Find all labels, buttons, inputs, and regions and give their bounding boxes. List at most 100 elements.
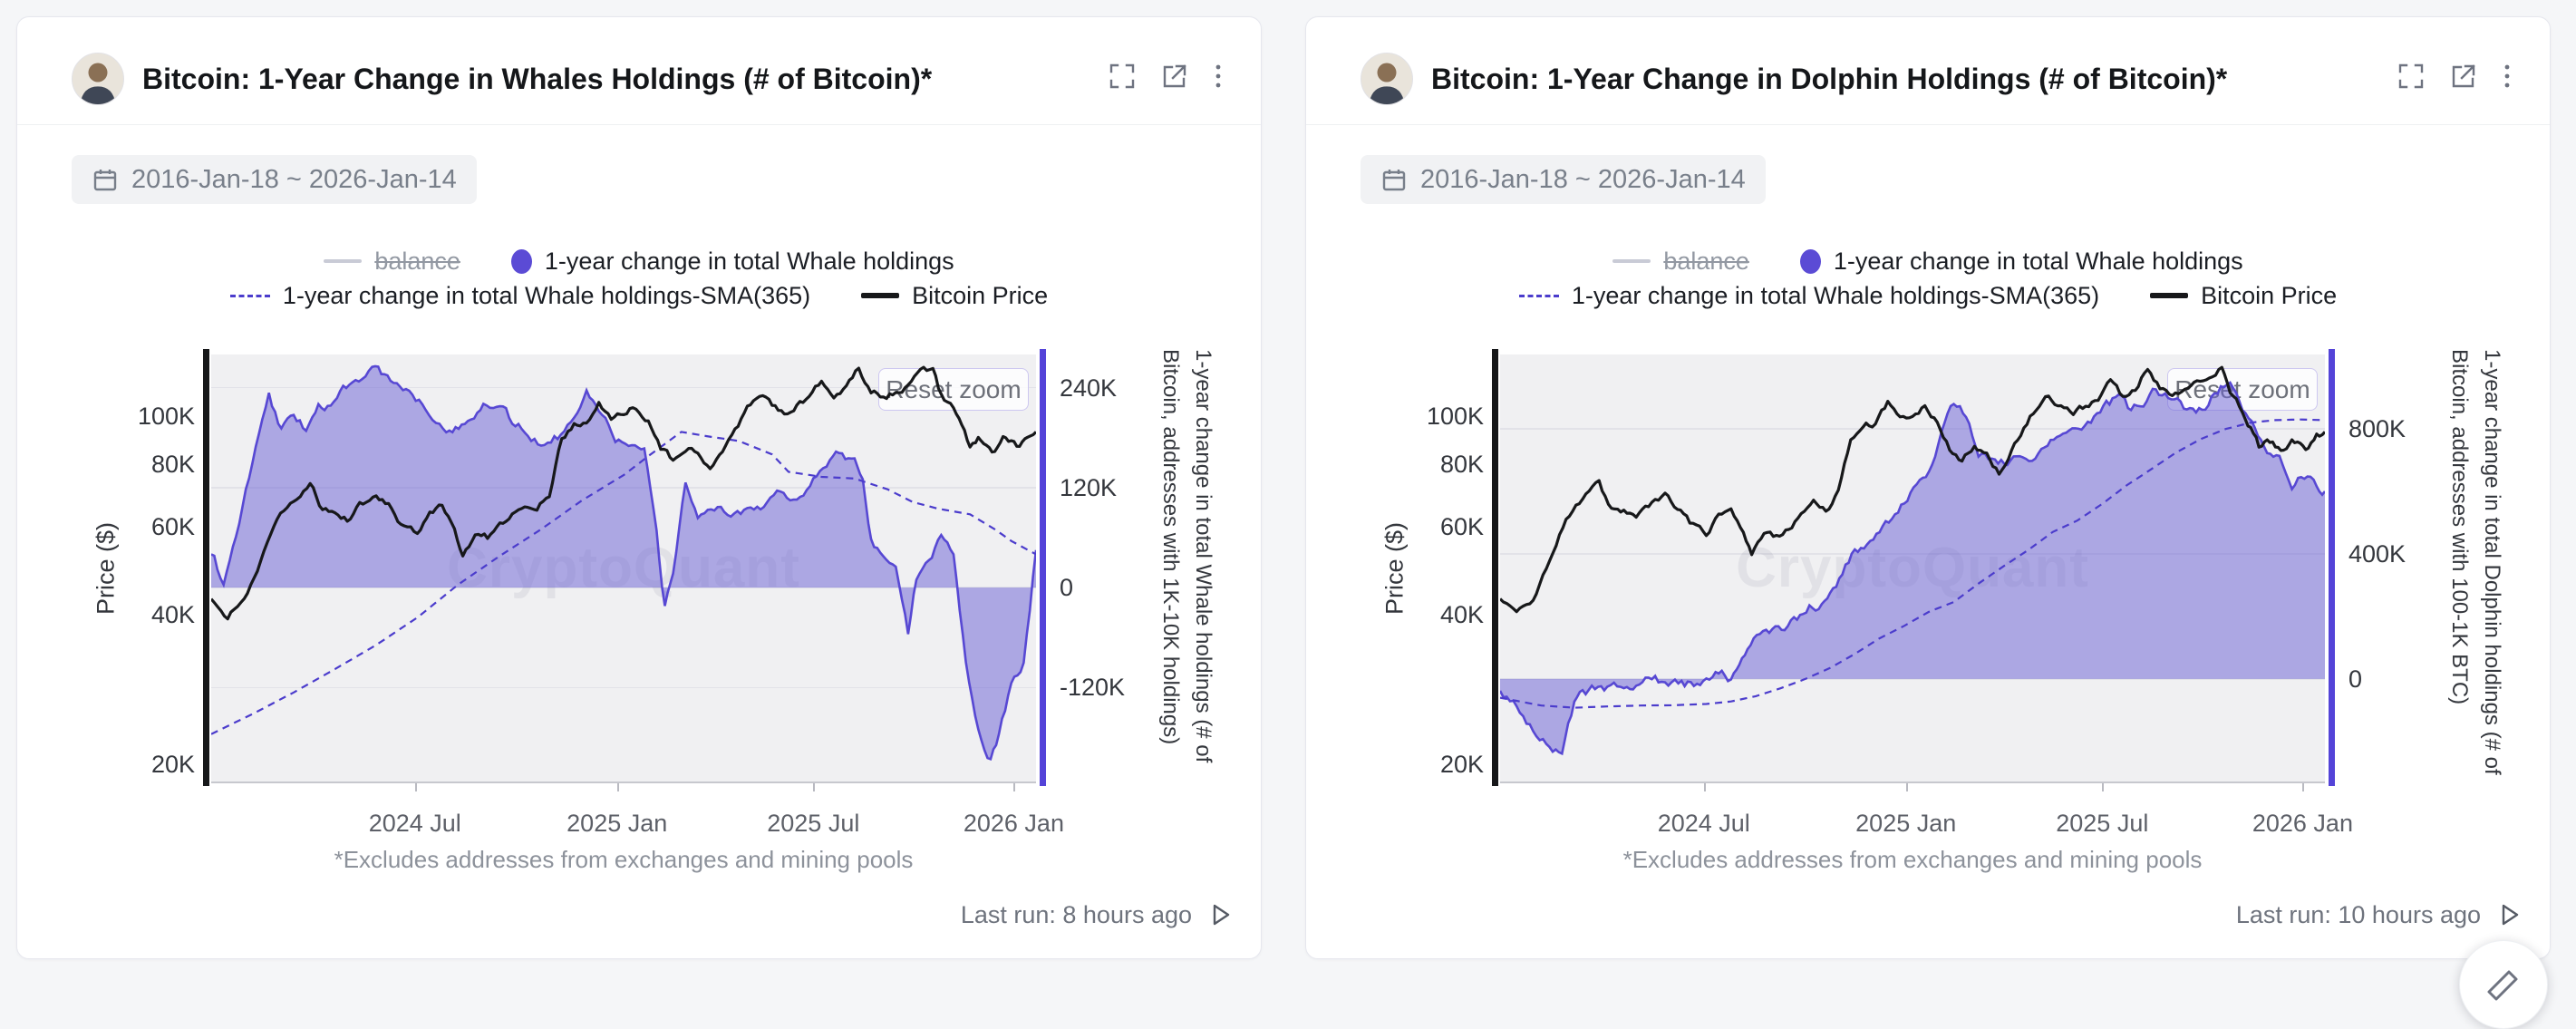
- right-axis-tick: 120K: [1060, 473, 1118, 501]
- avatar[interactable]: [72, 53, 124, 105]
- holdings-line: [1500, 381, 2325, 756]
- legend-item-1[interactable]: 1-year change in total Whale holdings: [1799, 247, 2243, 276]
- watermark: CryptoQuant: [447, 537, 800, 599]
- date-range-chip[interactable]: 2016-Jan-18 ~ 2026-Jan-14: [72, 155, 477, 204]
- gridline: [1500, 428, 2325, 430]
- x-axis-tick: 2026 Jan: [2252, 810, 2353, 837]
- more-options-button[interactable]: [1208, 57, 1228, 95]
- x-axis-line: [1500, 781, 2325, 783]
- plot-area[interactable]: CryptoQuant Reset zoom: [1500, 354, 2325, 781]
- legend-label: balance: [374, 247, 460, 275]
- calendar-icon: [1382, 170, 1406, 191]
- legend-label: 1-year change in total Whale holdings-SM…: [1571, 281, 2100, 309]
- price-axis-tick: 80K: [1439, 451, 1484, 479]
- fullscreen-icon: [2398, 63, 2424, 89]
- legend-row-2: 1-year change in total Whale holdings-SM…: [17, 279, 1261, 312]
- legend-row-1: balance 1-year change in total Whale hold…: [17, 245, 1261, 277]
- legend-swatch: [2150, 293, 2189, 298]
- x-axis-tick: 2025 Jul: [2056, 810, 2149, 837]
- x-axis-tick: 2024 Jul: [368, 810, 461, 837]
- value-axis-title: 1-year change in total Dolphin holdings …: [2447, 349, 2504, 775]
- run-button[interactable]: [1206, 901, 1234, 928]
- last-run-text: Last run: 8 hours ago: [960, 900, 1192, 928]
- watermark: CryptoQuant: [1736, 537, 2089, 599]
- x-axis-tickmark: [1013, 783, 1016, 791]
- legend-label: balance: [1663, 247, 1749, 275]
- legend-swatch: [1518, 294, 1559, 297]
- gridline: [211, 587, 1036, 588]
- date-range-chip[interactable]: 2016-Jan-18 ~ 2026-Jan-14: [1361, 155, 1766, 204]
- legend-item-3[interactable]: Bitcoin Price: [861, 282, 1048, 310]
- x-axis-tick: 2026 Jan: [963, 810, 1064, 837]
- legend-swatch: [324, 259, 363, 263]
- legend-item-1[interactable]: 1-year change in total Whale holdings: [510, 247, 954, 276]
- right-axis-tick: 800K: [2348, 415, 2407, 443]
- reset-zoom-button[interactable]: Reset zoom: [2167, 368, 2318, 411]
- open-in-new-button[interactable]: [2445, 57, 2483, 95]
- right-axis-tick: 400K: [2348, 539, 2407, 568]
- reset-zoom-button[interactable]: Reset zoom: [878, 368, 1029, 411]
- last-run: Last run: 8 hours ago: [961, 898, 1234, 931]
- price-axis-tick: 40K: [1439, 600, 1484, 628]
- legend-item-2[interactable]: 1-year change in total Whale holdings-SM…: [1518, 281, 2100, 310]
- legend-item-2[interactable]: 1-year change in total Whale holdings-SM…: [229, 281, 811, 310]
- holdings-area-fill: [211, 366, 1036, 760]
- x-axis-tick: 2025 Jan: [1855, 810, 1957, 837]
- pencil-icon: [2487, 970, 2518, 1001]
- legend-label: 1-year change in total Whale holdings: [544, 247, 954, 275]
- price-axis-line: [203, 349, 209, 786]
- x-axis-tickmark: [2302, 783, 2305, 791]
- price-axis-tick: 100K: [137, 403, 195, 431]
- legend-label: 1-year change in total Whale holdings-SM…: [282, 281, 811, 309]
- gridline: [1500, 553, 2325, 555]
- x-axis-tick: 2025 Jan: [567, 810, 668, 837]
- card-header: Bitcoin: 1-Year Change in Dolphin Holdin…: [1306, 17, 2550, 125]
- run-button[interactable]: [2495, 901, 2523, 928]
- legend-row-1: balance 1-year change in total Whale hold…: [1306, 245, 2550, 277]
- last-run: Last run: 10 hours ago: [2236, 898, 2523, 931]
- price-axis-tick: 20K: [1439, 751, 1484, 779]
- legend-swatch: [229, 294, 270, 297]
- fullscreen-button[interactable]: [2392, 57, 2430, 95]
- x-axis-tickmark: [414, 783, 417, 791]
- kebab-menu-icon: [1215, 64, 1221, 88]
- holdings-line: [211, 364, 1036, 761]
- open-in-new-button[interactable]: [1156, 57, 1194, 95]
- footnote: *Excludes addresses from exchanges and m…: [334, 846, 914, 873]
- legend-label: Bitcoin Price: [2201, 281, 2338, 309]
- avatar[interactable]: [1361, 53, 1413, 105]
- price-axis-tick: 80K: [150, 451, 195, 479]
- legend-item-0[interactable]: balance: [1612, 248, 1749, 276]
- legend-item-3[interactable]: Bitcoin Price: [2150, 282, 2337, 310]
- floating-action-button[interactable]: [2459, 940, 2548, 1029]
- right-axis-tick: -120K: [1060, 674, 1126, 702]
- price-axis-tick: 60K: [150, 513, 195, 541]
- date-range-text: 2016-Jan-18 ~ 2026-Jan-14: [131, 164, 457, 194]
- card-title: Bitcoin: 1-Year Change in Dolphin Holdin…: [1431, 63, 2228, 95]
- fullscreen-button[interactable]: [1103, 57, 1141, 95]
- sma-line: [211, 431, 1036, 735]
- right-axis-tick: 0: [2348, 665, 2363, 693]
- series-canvas: [1500, 365, 2325, 756]
- price-axis-tick: 40K: [150, 600, 195, 628]
- plot-area[interactable]: CryptoQuant Reset zoom: [211, 354, 1036, 781]
- legend-swatch: [510, 248, 532, 274]
- price-axis-line: [1492, 349, 1498, 786]
- legend-item-0[interactable]: balance: [324, 248, 460, 276]
- open-in-new-icon: [1163, 64, 1186, 88]
- holdings-area-fill: [1500, 383, 2325, 754]
- card-title: Bitcoin: 1-Year Change in Whales Holding…: [142, 63, 933, 95]
- value-axis-line: [2329, 349, 2335, 786]
- x-axis-tickmark: [1703, 783, 1706, 791]
- gridline: [1500, 678, 2325, 680]
- value-axis-line: [1040, 349, 1046, 786]
- fullscreen-icon: [1109, 63, 1135, 89]
- legend-label: 1-year change in total Whale holdings: [1833, 247, 2243, 275]
- price-axis-tick: 20K: [150, 751, 195, 779]
- person-photo: [73, 53, 123, 104]
- legend-swatch: [1799, 248, 1821, 274]
- more-options-button[interactable]: [2497, 57, 2517, 95]
- gridline: [211, 487, 1036, 489]
- series-canvas: [211, 364, 1036, 761]
- x-axis-tick: 2024 Jul: [1657, 810, 1750, 837]
